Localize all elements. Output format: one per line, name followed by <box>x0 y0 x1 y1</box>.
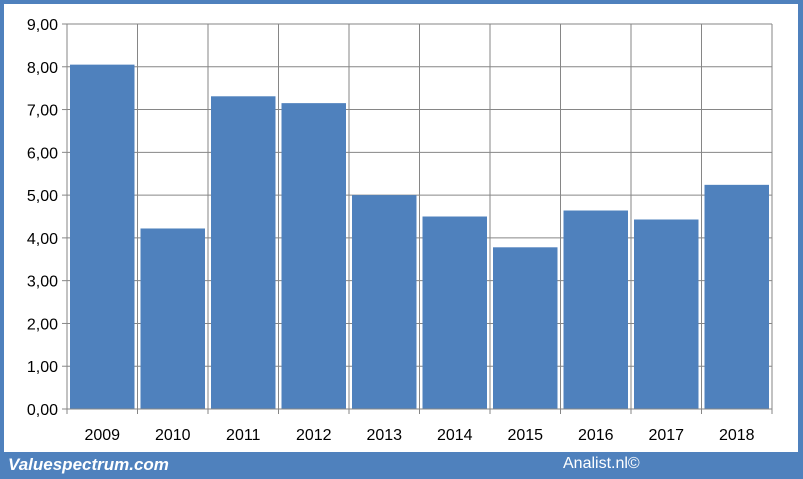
bar-2009 <box>70 64 135 409</box>
x-tick-label: 2012 <box>296 427 332 444</box>
x-tick-label: 2014 <box>437 427 473 444</box>
bar-2010 <box>140 228 205 409</box>
x-tick-label: 2013 <box>366 427 402 444</box>
y-tick-label: 7,00 <box>27 103 58 120</box>
bar-2017 <box>634 219 699 409</box>
bar-2016 <box>563 210 628 409</box>
axes <box>62 23 773 414</box>
x-tick-label: 2011 <box>226 427 261 444</box>
y-tick-labels: 0,00 1,00 2,00 3,00 4,00 5,00 6,00 7,00 8,00 9,00 <box>27 17 58 419</box>
chart-panel: 0,00 1,00 2,00 3,00 4,00 5,00 6,00 7,00 8,00 9,00… <box>4 4 798 452</box>
x-tick-labels: 2009 2010 2011 2012 2013 2014 2015 2016 2017 2018 <box>84 427 754 444</box>
y-tick-label: 1,00 <box>27 359 58 376</box>
gridlines <box>67 23 773 410</box>
y-tick-label: 0,00 <box>27 402 58 419</box>
bar-2018 <box>704 184 769 409</box>
x-tick-label: 2009 <box>84 427 120 444</box>
footer-analist: Analist.nl© <box>563 455 640 472</box>
y-tick-label: 4,00 <box>27 231 58 248</box>
footer-valuespectrum: Valuespectrum.com <box>8 455 169 474</box>
x-tick-label: 2016 <box>578 427 614 444</box>
bars <box>70 64 769 410</box>
y-tick-label: 3,00 <box>27 274 58 291</box>
y-tick-label: 2,00 <box>27 316 58 333</box>
bar-2013 <box>352 195 417 409</box>
bar-2014 <box>422 216 487 409</box>
x-tick-label: 2017 <box>648 427 684 444</box>
y-tick-label: 9,00 <box>27 17 58 34</box>
x-tick-label: 2015 <box>507 427 543 444</box>
y-tick-label: 5,00 <box>27 188 58 205</box>
bar-2011 <box>211 96 276 410</box>
y-tick-label: 8,00 <box>27 60 58 77</box>
bar-2015 <box>493 247 558 409</box>
x-tick-label: 2010 <box>155 427 191 444</box>
y-tick-label: 6,00 <box>27 145 58 162</box>
bar-2012 <box>281 103 346 409</box>
bar-chart: 0,00 1,00 2,00 3,00 4,00 5,00 6,00 7,00 8,00 9,00… <box>27 17 773 444</box>
x-tick-label: 2018 <box>719 427 755 444</box>
